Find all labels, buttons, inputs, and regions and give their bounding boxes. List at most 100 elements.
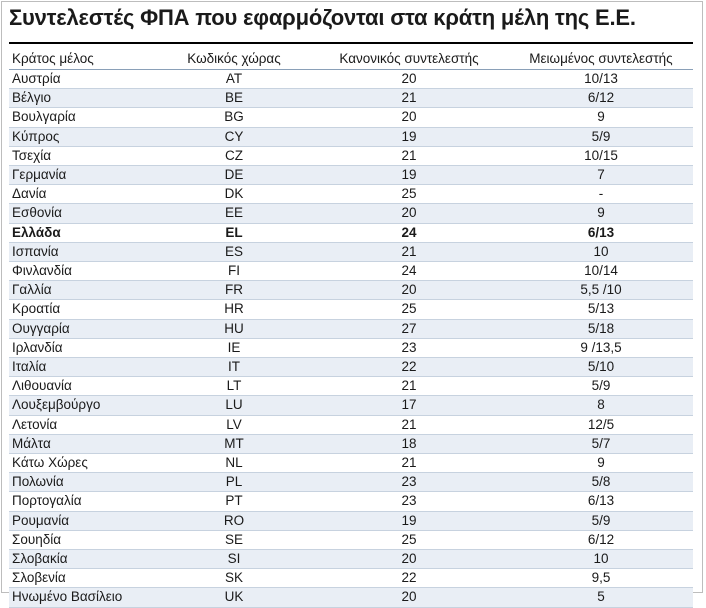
reduced-rate-cell: 10 [509, 242, 693, 263]
header-country-code: Κωδικός χώρας [159, 49, 309, 70]
figure-title: Συντελεστές ΦΠΑ που εφαρμόζονται στα κρά… [9, 5, 636, 30]
table-row: Ιρλανδία IE 23 9 /13,5 [9, 338, 693, 359]
table-row: Ιταλία IT 22 5/10 [9, 357, 693, 378]
table-header-row: Κράτος μέλος Κωδικός χώρας Κανονικός συν… [9, 49, 693, 70]
standard-rate-cell: 25 [309, 530, 509, 551]
header-standard-rate: Κανονικός συντελεστής [309, 49, 509, 70]
country-code-cell: FI [159, 261, 309, 282]
reduced-rate-cell: 5,5 /10 [509, 280, 693, 301]
standard-rate-cell: 19 [309, 511, 509, 531]
reduced-rate-cell: 5/18 [509, 319, 693, 339]
standard-rate-cell: 21 [309, 415, 509, 435]
country-code-cell: SK [159, 568, 309, 589]
standard-rate-cell: 20 [309, 280, 509, 301]
table-row: Σλοβακία SI 20 10 [9, 549, 693, 570]
standard-rate-cell: 17 [309, 395, 509, 416]
table-row: Δανία DK 25- [9, 184, 693, 205]
standard-rate-cell: 23 [309, 338, 509, 359]
table-row: Μάλτα MT 18 5/7 [9, 434, 693, 455]
country-code-cell: BE [159, 88, 309, 109]
standard-rate-cell: 20 [309, 69, 509, 90]
country-code-cell: DK [159, 184, 309, 205]
standard-rate-cell: 20 [309, 203, 509, 224]
standard-rate-cell: 22 [309, 357, 509, 378]
table-row: Φινλανδία FI 24 10/14 [9, 261, 693, 282]
standard-rate-cell: 20 [309, 107, 509, 128]
table-row: Πορτογαλία PT 23 6/13 [9, 491, 693, 512]
table-row: Γαλλία FR 20 5,5 /10 [9, 280, 693, 301]
country-code-cell: CZ [159, 146, 309, 167]
reduced-rate-cell: 6/13 [509, 223, 693, 243]
reduced-rate-cell: 10/14 [509, 261, 693, 282]
standard-rate-cell: 23 [309, 491, 509, 512]
member-state-cell: Εσθονία [9, 203, 159, 224]
table-row: Ουγγαρία HU 27 5/18 [9, 319, 693, 339]
country-code-cell: UK [159, 587, 309, 608]
country-code-cell: IT [159, 357, 309, 378]
table-row: Κροατία HR 25 5/13 [9, 299, 693, 320]
member-state-cell: Ηνωμένο Βασίλειο [9, 587, 159, 608]
country-code-cell: BG [159, 107, 309, 128]
country-code-cell: AT [159, 69, 309, 90]
standard-rate-cell: 27 [309, 319, 509, 339]
member-state-cell: Ιρλανδία [9, 338, 159, 359]
standard-rate-cell: 20 [309, 549, 509, 570]
member-state-cell: Δανία [9, 184, 159, 205]
country-code-cell: EE [159, 203, 309, 224]
standard-rate-cell: 25 [309, 299, 509, 320]
standard-rate-cell: 23 [309, 472, 509, 493]
member-state-cell: Τσεχία [9, 146, 159, 167]
title-rule [9, 42, 693, 44]
table-row: Γερμανία DE 19 7 [9, 165, 693, 186]
country-code-cell: DE [159, 165, 309, 186]
table-row: Εσθονία EE 20 9 [9, 203, 693, 224]
standard-rate-cell: 21 [309, 453, 509, 474]
header-member-state: Κράτος μέλος [9, 49, 159, 70]
member-state-cell: Γαλλία [9, 280, 159, 301]
standard-rate-cell: 21 [309, 88, 509, 109]
table-row: Ελλάδα EL 24 6/13 [9, 223, 693, 243]
table-row: Σλοβενία SK 22 9,5 [9, 568, 693, 589]
table-row: Βουλγαρία BG 20 9 [9, 107, 693, 128]
reduced-rate-cell: 5/9 [509, 511, 693, 531]
member-state-cell: Πολωνία [9, 472, 159, 493]
reduced-rate-cell: - [509, 184, 693, 205]
reduced-rate-cell: 5/7 [509, 434, 693, 455]
member-state-cell: Ισπανία [9, 242, 159, 263]
table-row: Σουηδία SE 25 6/12 [9, 530, 693, 551]
member-state-cell: Ρουμανία [9, 511, 159, 531]
member-state-cell: Κάτω Χώρες [9, 453, 159, 474]
member-state-cell: Κύπρος [9, 127, 159, 147]
reduced-rate-cell: 10 [509, 549, 693, 570]
country-code-cell: NL [159, 453, 309, 474]
country-code-cell: CY [159, 127, 309, 147]
reduced-rate-cell: 10/15 [509, 146, 693, 167]
table-row: Κύπρος CY 19 5/9 [9, 127, 693, 147]
table-row: Ισπανία ES 21 10 [9, 242, 693, 263]
standard-rate-cell: 20 [309, 587, 509, 608]
country-code-cell: ES [159, 242, 309, 263]
member-state-cell: Λετονία [9, 415, 159, 435]
member-state-cell: Σλοβακία [9, 549, 159, 570]
reduced-rate-cell: 9 [509, 203, 693, 224]
standard-rate-cell: 18 [309, 434, 509, 455]
table-row: Λιθουανία LT 21 5/9 [9, 376, 693, 397]
reduced-rate-cell: 9 /13,5 [509, 338, 693, 359]
standard-rate-cell: 22 [309, 568, 509, 589]
country-code-cell: IE [159, 338, 309, 359]
member-state-cell: Σουηδία [9, 530, 159, 551]
member-state-cell: Λουξεμβούργο [9, 395, 159, 416]
reduced-rate-cell: 9 [509, 107, 693, 128]
reduced-rate-cell: 6/13 [509, 491, 693, 512]
header-reduced-rate: Μειωμένος συντελεστής [509, 49, 693, 70]
reduced-rate-cell: 5/8 [509, 472, 693, 493]
table-body: Αυστρία AT 20 10/13 Βέλγιο BE 21 6/12 Βουλγαρία B… [9, 69, 693, 608]
reduced-rate-cell: 5/9 [509, 376, 693, 397]
table-row: Βέλγιο BE 21 6/12 [9, 88, 693, 109]
reduced-rate-cell: 7 [509, 165, 693, 186]
reduced-rate-cell: 5/10 [509, 357, 693, 378]
reduced-rate-cell: 8 [509, 395, 693, 416]
standard-rate-cell: 19 [309, 165, 509, 186]
reduced-rate-cell: 5 [509, 587, 693, 608]
country-code-cell: LT [159, 376, 309, 397]
